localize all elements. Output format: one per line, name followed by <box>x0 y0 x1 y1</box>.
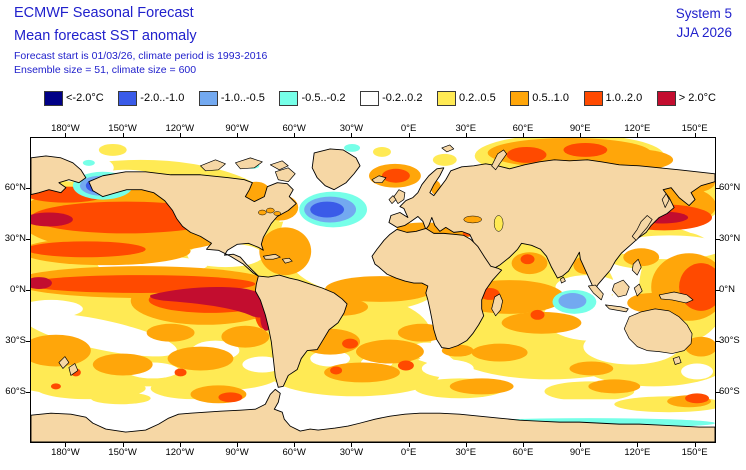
legend-swatch <box>44 91 63 106</box>
map-frame <box>30 137 716 443</box>
legend-item-8: > 2.0°C <box>657 91 716 106</box>
legend-item-0: <-2.0°C <box>44 91 104 106</box>
legend-swatch <box>437 91 456 106</box>
legend-item-1: -2.0..-1.0 <box>118 91 184 106</box>
lon-tick <box>695 443 696 447</box>
page-subtitle: Mean forecast SST anomaly <box>14 28 197 44</box>
lon-label-bottom: 120°W <box>165 447 194 458</box>
legend-label: > 2.0°C <box>679 92 716 104</box>
lon-label-bottom: 60°W <box>283 447 306 458</box>
legend-item-6: 0.5..1.0 <box>510 91 569 106</box>
legend-item-3: -0.5..-0.2 <box>279 91 345 106</box>
lon-label-bottom: 120°E <box>624 447 650 458</box>
lon-label-bottom: 30°W <box>340 447 363 458</box>
lon-tick <box>237 443 238 447</box>
legend-label: -2.0..-1.0 <box>140 92 184 104</box>
caspian-sea <box>494 215 503 231</box>
lon-tick <box>351 443 352 447</box>
color-legend: <-2.0°C -2.0..-1.0 -1.0..-0.5 -0.5..-0.2 -0.… <box>44 89 716 107</box>
ensemble-size-info: Ensemble size = 51, climate size = 600 <box>14 64 196 76</box>
legend-label: <-2.0°C <box>66 92 104 104</box>
lon-label-bottom: 180°W <box>51 447 80 458</box>
legend-label: 0.2..0.5 <box>459 92 496 104</box>
lon-tick <box>580 443 581 447</box>
lon-tick <box>65 443 66 447</box>
great-lake-3 <box>274 212 281 216</box>
lat-label-right: 0°N <box>719 284 735 295</box>
lat-tick <box>716 188 720 189</box>
legend-item-2: -1.0..-0.5 <box>199 91 265 106</box>
lon-label-bottom: 30°E <box>455 447 476 458</box>
lat-tick <box>716 239 720 240</box>
legend-swatch <box>199 91 218 106</box>
lon-tick <box>123 443 124 447</box>
legend-swatch <box>118 91 137 106</box>
lon-tick <box>409 443 410 447</box>
legend-label: -0.5..-0.2 <box>301 92 345 104</box>
legend-item-7: 1.0..2.0 <box>584 91 643 106</box>
lat-tick <box>716 341 720 342</box>
lat-label-right: 30°N <box>719 233 740 244</box>
lon-label-bottom: 90°E <box>570 447 591 458</box>
black-sea <box>464 216 482 223</box>
lon-tick <box>637 443 638 447</box>
lat-label-right: 30°S <box>719 335 740 346</box>
lat-label-left: 30°S <box>0 335 26 346</box>
legend-label: 1.0..2.0 <box>606 92 643 104</box>
page-title: ECMWF Seasonal Forecast <box>14 5 194 21</box>
system-label: System 5 <box>676 6 732 21</box>
lat-label-left: 0°N <box>0 284 26 295</box>
legend-swatch <box>584 91 603 106</box>
lon-label-bottom: 60°E <box>513 447 534 458</box>
legend-swatch <box>657 91 676 106</box>
lon-label-bottom: 0°E <box>401 447 416 458</box>
lat-label-left: 60°N <box>0 182 26 193</box>
legend-swatch <box>279 91 298 106</box>
legend-label: 0.5..1.0 <box>532 92 569 104</box>
ecmwf-forecast-page: ECMWF Seasonal Forecast Mean forecast SS… <box>0 0 746 470</box>
lon-label-bottom: 90°W <box>225 447 248 458</box>
lon-label-bottom: 150°E <box>682 447 708 458</box>
legend-label: -1.0..-0.5 <box>221 92 265 104</box>
lat-label-left: 30°N <box>0 233 26 244</box>
legend-swatch <box>510 91 529 106</box>
season-label: JJA 2026 <box>676 25 732 40</box>
lon-tick <box>523 443 524 447</box>
legend-label: -0.2..0.2 <box>382 92 422 104</box>
lat-tick <box>716 392 720 393</box>
lon-tick <box>180 443 181 447</box>
great-lake-2 <box>266 208 274 213</box>
legend-item-4: -0.2..0.2 <box>360 91 422 106</box>
lon-label-bottom: 150°W <box>108 447 137 458</box>
lon-tick <box>466 443 467 447</box>
lat-label-right: 60°S <box>719 386 740 397</box>
forecast-start-info: Forecast start is 01/03/26, climate peri… <box>14 50 267 62</box>
legend-item-5: 0.2..0.5 <box>437 91 496 106</box>
great-lake-1 <box>258 210 266 215</box>
lat-label-right: 60°N <box>719 182 740 193</box>
sst-anomaly-world-map <box>31 138 715 442</box>
lat-tick <box>716 290 720 291</box>
lon-tick <box>294 443 295 447</box>
lat-label-left: 60°S <box>0 386 26 397</box>
legend-swatch <box>360 91 379 106</box>
